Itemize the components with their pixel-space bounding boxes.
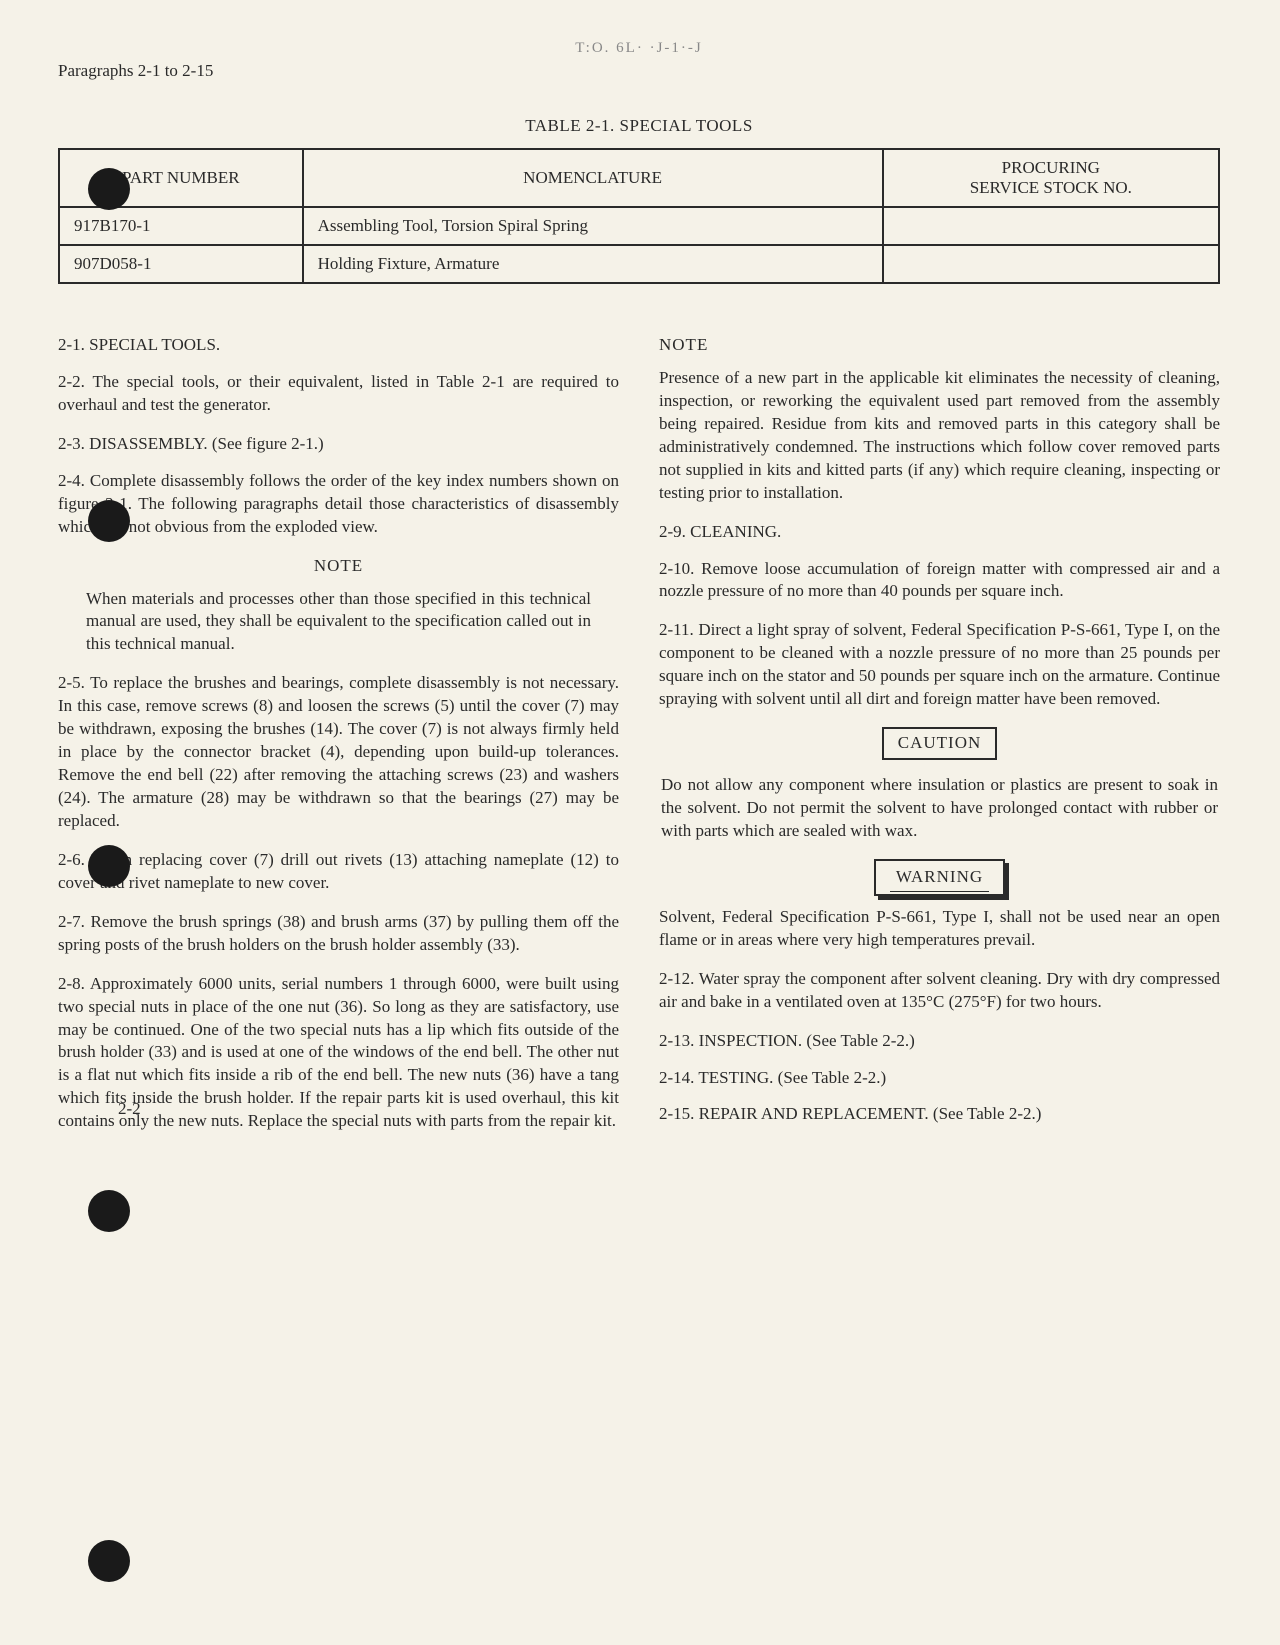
section-2-3: 2-3. DISASSEMBLY. (See figure 2-1.) <box>58 433 619 456</box>
section-2-9: 2-9. CLEANING. <box>659 521 1220 544</box>
table-title: TABLE 2-1. SPECIAL TOOLS <box>58 116 1220 136</box>
warning-label: WARNING <box>874 859 1005 896</box>
para-2-7: 2-7. Remove the brush springs (38) and b… <box>58 911 619 957</box>
cell-stock <box>883 245 1219 283</box>
punch-hole <box>88 1540 130 1582</box>
para-2-4: 2-4. Complete disassembly follows the or… <box>58 470 619 539</box>
header-paragraph-range: Paragraphs 2-1 to 2-15 <box>58 61 1220 81</box>
page-number: 2-2 <box>118 1099 141 1119</box>
para-2-6: 2-6. When replacing cover (7) drill out … <box>58 849 619 895</box>
caution-body: Do not allow any component where insulat… <box>659 774 1220 843</box>
note-body: When materials and processes other than … <box>58 588 619 657</box>
special-tools-table: PART NUMBER NOMENCLATURE PROCURING SERVI… <box>58 148 1220 284</box>
section-2-15: 2-15. REPAIR AND REPLACEMENT. (See Table… <box>659 1103 1220 1126</box>
cell-part: 907D058-1 <box>59 245 303 283</box>
punch-hole <box>88 1190 130 1232</box>
two-column-body: 2-1. SPECIAL TOOLS. 2-2. The special too… <box>58 334 1220 1149</box>
section-2-14: 2-14. TESTING. (See Table 2-2.) <box>659 1067 1220 1090</box>
cell-stock <box>883 207 1219 245</box>
punch-hole <box>88 500 130 542</box>
para-2-2: 2-2. The special tools, or their equival… <box>58 371 619 417</box>
para-2-10: 2-10. Remove loose accumulation of forei… <box>659 558 1220 604</box>
para-2-5: 2-5. To replace the brushes and bearings… <box>58 672 619 833</box>
note-heading: NOTE <box>659 334 1220 357</box>
section-2-13: 2-13. INSPECTION. (See Table 2-2.) <box>659 1030 1220 1053</box>
table-row: 917B170-1 Assembling Tool, Torsion Spira… <box>59 207 1219 245</box>
note-body: Presence of a new part in the applicable… <box>659 367 1220 505</box>
cell-nomenclature: Holding Fixture, Armature <box>303 245 883 283</box>
table-header-row: PART NUMBER NOMENCLATURE PROCURING SERVI… <box>59 149 1219 207</box>
header-top-faded: T:O. 6L· ·J-1·-J <box>58 40 1220 57</box>
right-column: NOTE Presence of a new part in the appli… <box>659 334 1220 1149</box>
cell-nomenclature: Assembling Tool, Torsion Spiral Spring <box>303 207 883 245</box>
section-2-1: 2-1. SPECIAL TOOLS. <box>58 334 619 357</box>
caution-label: CAUTION <box>882 727 998 760</box>
left-column: 2-1. SPECIAL TOOLS. 2-2. The special too… <box>58 334 619 1149</box>
col-stock-no: PROCURING SERVICE STOCK NO. <box>883 149 1219 207</box>
punch-hole <box>88 845 130 887</box>
para-2-11: 2-11. Direct a light spray of solvent, F… <box>659 619 1220 711</box>
punch-hole <box>88 168 130 210</box>
table-row: 907D058-1 Holding Fixture, Armature <box>59 245 1219 283</box>
para-2-8: 2-8. Approximately 6000 units, serial nu… <box>58 973 619 1134</box>
caution-box: CAUTION <box>659 727 1220 760</box>
col-nomenclature: NOMENCLATURE <box>303 149 883 207</box>
document-page: T:O. 6L· ·J-1·-J Paragraphs 2-1 to 2-15 … <box>58 40 1220 1149</box>
para-2-12: 2-12. Water spray the component after so… <box>659 968 1220 1014</box>
warning-box: WARNING <box>659 859 1220 896</box>
cell-part: 917B170-1 <box>59 207 303 245</box>
warning-body: Solvent, Federal Specification P-S-661, … <box>659 906 1220 952</box>
note-heading: NOTE <box>58 555 619 578</box>
